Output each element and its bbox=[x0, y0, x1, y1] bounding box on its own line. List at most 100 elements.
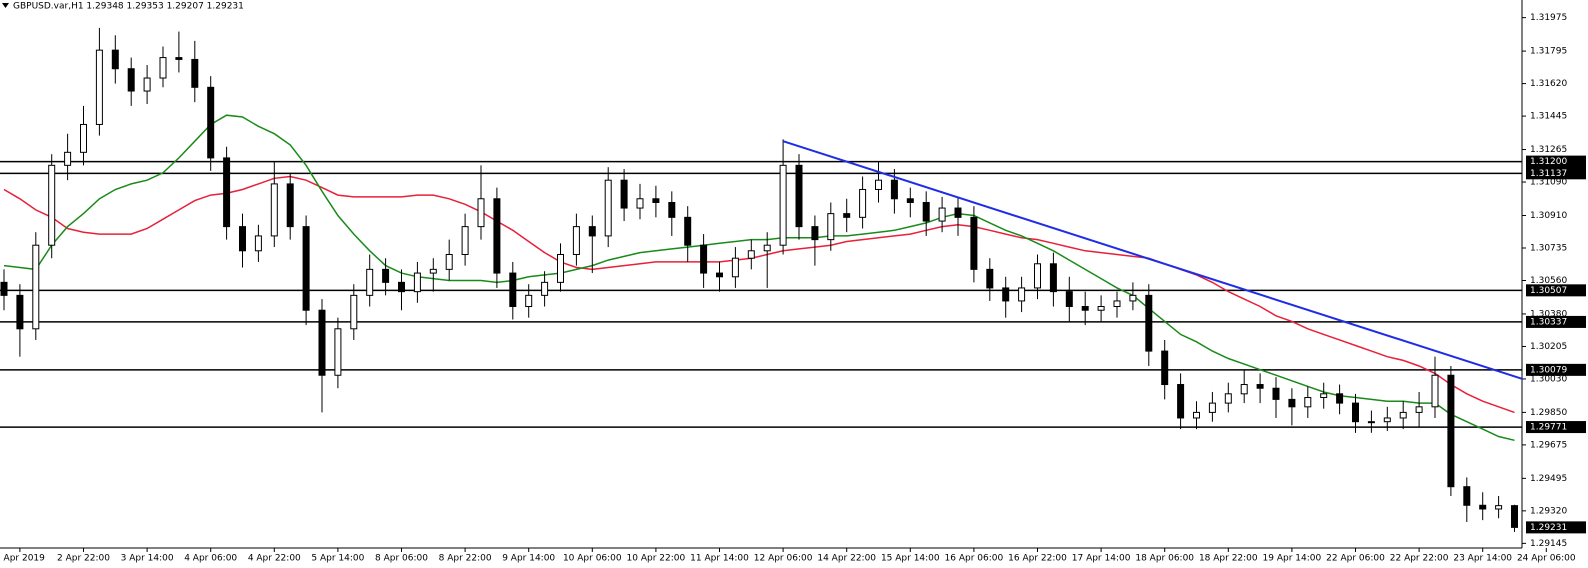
candle-body bbox=[779, 164, 787, 246]
candle-body bbox=[64, 151, 72, 166]
candle-body bbox=[1081, 306, 1089, 311]
candle-body bbox=[1272, 387, 1280, 400]
x-tick-label: 5 Apr 14:00 bbox=[311, 554, 364, 564]
x-tick-label: 4 Apr 06:00 bbox=[184, 554, 237, 564]
candle-body bbox=[48, 164, 56, 246]
x-tick-label: 10 Apr 22:00 bbox=[627, 554, 686, 564]
candle-body bbox=[1208, 402, 1216, 413]
y-tick-label: 1.31265 bbox=[1530, 145, 1567, 155]
y-tick-label: 1.31445 bbox=[1530, 112, 1567, 122]
candle-body bbox=[1065, 291, 1073, 308]
x-tick-label: 4 Apr 22:00 bbox=[248, 554, 301, 564]
candle-body bbox=[1002, 287, 1010, 302]
candle-body bbox=[382, 268, 390, 283]
candle-body bbox=[302, 226, 310, 311]
candle-body bbox=[1479, 504, 1487, 510]
level-label: 1.30337 bbox=[1530, 317, 1567, 327]
x-tick-label: 10 Apr 06:00 bbox=[563, 554, 622, 564]
x-tick-label: 17 Apr 14:00 bbox=[1072, 554, 1131, 564]
candle-body bbox=[1049, 263, 1057, 293]
x-tick-label: 15 Apr 14:00 bbox=[881, 554, 940, 564]
candle-body bbox=[875, 179, 882, 190]
candle-body bbox=[127, 68, 135, 92]
candle-body bbox=[795, 164, 803, 228]
candle-body bbox=[1367, 421, 1375, 424]
candle-body bbox=[652, 198, 660, 203]
candle-body bbox=[970, 216, 978, 270]
candle-body bbox=[254, 235, 262, 252]
candle-body bbox=[954, 207, 962, 218]
candle-body bbox=[175, 57, 183, 60]
candle-body bbox=[429, 268, 437, 274]
candle-body bbox=[986, 268, 994, 289]
level-tag bbox=[1526, 363, 1586, 376]
candle-body bbox=[318, 309, 326, 376]
candle-body bbox=[16, 294, 24, 330]
candle-body bbox=[1193, 411, 1200, 419]
menu-arrow[interactable] bbox=[2, 3, 9, 8]
candle-body bbox=[1336, 393, 1344, 404]
candle-body bbox=[1097, 306, 1105, 311]
y-tick-label: 1.30380 bbox=[1530, 309, 1567, 319]
candle-body bbox=[763, 244, 771, 252]
candle-body bbox=[636, 198, 644, 209]
last-price-tag bbox=[1526, 521, 1586, 534]
candle-body bbox=[191, 58, 199, 88]
candle-body bbox=[1399, 411, 1407, 419]
candle-body bbox=[922, 201, 930, 222]
candle-body bbox=[1431, 374, 1439, 408]
candle-body bbox=[620, 179, 628, 209]
candle-body bbox=[95, 49, 103, 125]
candle-body bbox=[1224, 393, 1232, 404]
y-tick-label: 1.30205 bbox=[1530, 342, 1567, 352]
trendline bbox=[782, 140, 1523, 380]
candle-body bbox=[668, 201, 676, 218]
y-tick-label: 1.29320 bbox=[1530, 506, 1567, 516]
x-tick-label: 3 Apr 14:00 bbox=[121, 554, 174, 564]
level-label: 1.31137 bbox=[1530, 169, 1567, 179]
y-tick-label: 1.31090 bbox=[1530, 178, 1567, 188]
level-tag bbox=[1526, 155, 1586, 168]
x-tick-label: 2 Apr 2019 bbox=[0, 554, 45, 564]
candle-body bbox=[445, 253, 453, 270]
candle-body bbox=[413, 272, 421, 293]
y-tick-label: 1.30735 bbox=[1530, 243, 1567, 253]
candle-body bbox=[1145, 294, 1153, 352]
level-label: 1.30507 bbox=[1530, 286, 1567, 296]
candle-body bbox=[1495, 505, 1503, 510]
candle-body bbox=[1161, 350, 1169, 386]
candle-body bbox=[32, 244, 40, 330]
x-tick-label: 19 Apr 14:00 bbox=[1263, 554, 1322, 564]
level-tag bbox=[1526, 421, 1586, 434]
candle-body bbox=[366, 268, 374, 296]
y-tick-label: 1.29145 bbox=[1530, 539, 1567, 549]
candle-body bbox=[0, 281, 8, 296]
x-tick-label: 18 Apr 06:00 bbox=[1135, 554, 1194, 564]
chart-title: GBPUSD.var,H1 1.29348 1.29353 1.29207 1.… bbox=[13, 2, 244, 12]
candle-body bbox=[938, 207, 946, 222]
y-tick-label: 1.29495 bbox=[1530, 474, 1567, 484]
candle-body bbox=[1240, 384, 1248, 395]
candle-body bbox=[1415, 406, 1423, 413]
x-tick-label: 22 Apr 22:00 bbox=[1390, 554, 1449, 564]
level-tag bbox=[1526, 315, 1586, 328]
x-tick-label: 2 Apr 22:00 bbox=[57, 554, 110, 564]
candle-body bbox=[541, 281, 549, 296]
x-tick-label: 22 Apr 06:00 bbox=[1326, 554, 1385, 564]
candle-body bbox=[827, 213, 835, 241]
candle-body bbox=[588, 226, 596, 237]
candle-body bbox=[557, 253, 564, 283]
candle-body bbox=[286, 183, 294, 228]
candle-body bbox=[700, 244, 708, 274]
candle-body bbox=[1383, 417, 1391, 423]
candle-body bbox=[1129, 294, 1137, 302]
candle-body bbox=[111, 49, 119, 70]
x-tick-label: 11 Apr 14:00 bbox=[690, 554, 749, 564]
x-tick-label: 12 Apr 06:00 bbox=[754, 554, 813, 564]
candle-body bbox=[716, 272, 723, 278]
candle-body bbox=[223, 157, 231, 228]
candle-body bbox=[1320, 393, 1328, 399]
candle-body bbox=[1113, 300, 1121, 308]
candle-body bbox=[461, 226, 469, 255]
